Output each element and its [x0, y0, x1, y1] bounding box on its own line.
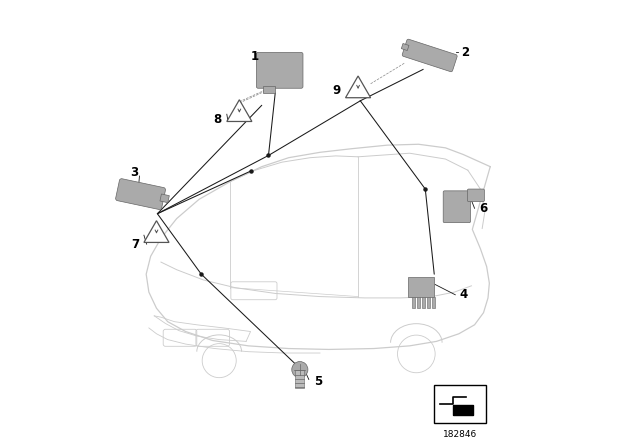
- FancyBboxPatch shape: [116, 179, 166, 210]
- Polygon shape: [453, 405, 473, 415]
- Bar: [160, 194, 170, 202]
- Bar: [408, 277, 435, 297]
- FancyBboxPatch shape: [402, 39, 457, 72]
- Text: 6: 6: [479, 202, 488, 215]
- Bar: [422, 297, 425, 308]
- Circle shape: [292, 362, 308, 378]
- Text: 4: 4: [460, 288, 467, 302]
- Text: 3: 3: [130, 166, 138, 179]
- Text: 182846: 182846: [443, 430, 477, 439]
- FancyBboxPatch shape: [443, 191, 470, 223]
- Bar: [427, 297, 430, 308]
- Polygon shape: [346, 76, 371, 98]
- Bar: [262, 86, 275, 93]
- FancyBboxPatch shape: [467, 189, 484, 202]
- Bar: [412, 297, 415, 308]
- Polygon shape: [227, 100, 252, 121]
- Text: 2: 2: [461, 46, 470, 59]
- Text: 9: 9: [332, 84, 340, 97]
- Bar: [296, 370, 305, 388]
- Text: 8: 8: [214, 113, 222, 126]
- Bar: [401, 43, 409, 51]
- Bar: [435, 385, 486, 423]
- Bar: [417, 297, 420, 308]
- Text: 7: 7: [131, 237, 140, 251]
- Bar: [431, 297, 435, 308]
- Polygon shape: [144, 221, 169, 242]
- Text: 5: 5: [314, 375, 322, 388]
- FancyBboxPatch shape: [257, 52, 303, 88]
- Text: 1: 1: [251, 49, 259, 63]
